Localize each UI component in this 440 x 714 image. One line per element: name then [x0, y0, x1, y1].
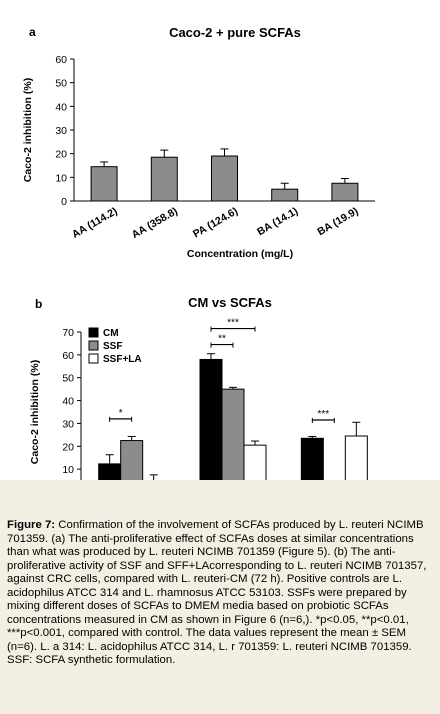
x-tick-label: PA (124.6) [191, 205, 240, 240]
bar-ssf [120, 440, 144, 480]
chart-b: 010203040506070L. a 314L. r 701359L. rh … [29, 318, 368, 480]
x-tick-label: BA (19.9) [315, 205, 360, 238]
bar-ssf-la [243, 444, 267, 480]
caption-box [0, 480, 440, 714]
panel-b-title: CM vs SCFAs [188, 295, 272, 310]
y-tick-label: 60 [62, 350, 74, 362]
bar-cm [300, 437, 324, 480]
bar [331, 182, 359, 202]
significance-label: *** [227, 318, 239, 329]
bar [150, 156, 178, 202]
y-axis-label: Caco-2 inhibition (%) [29, 360, 41, 464]
legend-label: SSF [103, 341, 122, 352]
figure-canvas: a Caco-2 + pure SCFAs 0 10 20 30 40 50 60 AA (1… [22, 25, 375, 480]
x-axis-label: Concentration (mg/L) [187, 248, 293, 260]
x-tick-label: AA (114.2) [70, 205, 120, 241]
y-tick-label: 60 [55, 54, 67, 66]
panel-a-title: Caco-2 + pure SCFAs [169, 25, 301, 40]
panel-a-letter: a [29, 25, 36, 39]
bar [271, 188, 299, 202]
panel-b-letter: b [35, 297, 42, 311]
chart-a: 0 10 20 30 40 50 60 AA (114.2) AA (358.8) PA (124… [22, 54, 375, 260]
legend-label: CM [103, 328, 119, 339]
figure-caption: Figure 7: Confirmation of the involvemen… [7, 519, 433, 668]
bar-ssf [221, 388, 245, 480]
y-tick-label: 40 [62, 396, 74, 408]
y-tick-label: 10 [62, 464, 74, 476]
y-tick-label: 50 [62, 373, 74, 385]
legend-swatch [88, 340, 99, 351]
y-tick-label: 0 [61, 196, 67, 208]
bar [90, 166, 118, 202]
y-tick-label: 10 [55, 172, 67, 184]
legend-swatch [88, 353, 99, 364]
bar-cm [98, 463, 122, 480]
significance-label: ** [218, 334, 226, 345]
y-tick-label: 30 [55, 125, 67, 137]
y-tick-label: 20 [62, 441, 74, 453]
bar-ssf-la [344, 435, 368, 480]
y-tick-label: 20 [55, 149, 67, 161]
significance-label: *** [317, 409, 329, 420]
legend-swatch [88, 327, 99, 338]
caption-lead: Figure 7: [7, 519, 56, 531]
significance-label: * [119, 408, 123, 419]
y-tick-label: 70 [62, 327, 74, 339]
y-tick-label: 50 [55, 78, 67, 90]
y-axis-label: Caco-2 inhibition (%) [22, 78, 34, 182]
caption-body: Confirmation of the involvement of SCFAs… [7, 519, 427, 666]
legend-label: SSF+LA [103, 354, 142, 365]
bar [211, 155, 238, 202]
y-tick-label: 30 [62, 418, 74, 430]
y-tick-label: 40 [55, 101, 67, 113]
x-tick-label: BA (14.1) [255, 205, 300, 238]
x-tick-label: AA (358.8) [130, 205, 180, 241]
bar-cm [199, 358, 223, 480]
